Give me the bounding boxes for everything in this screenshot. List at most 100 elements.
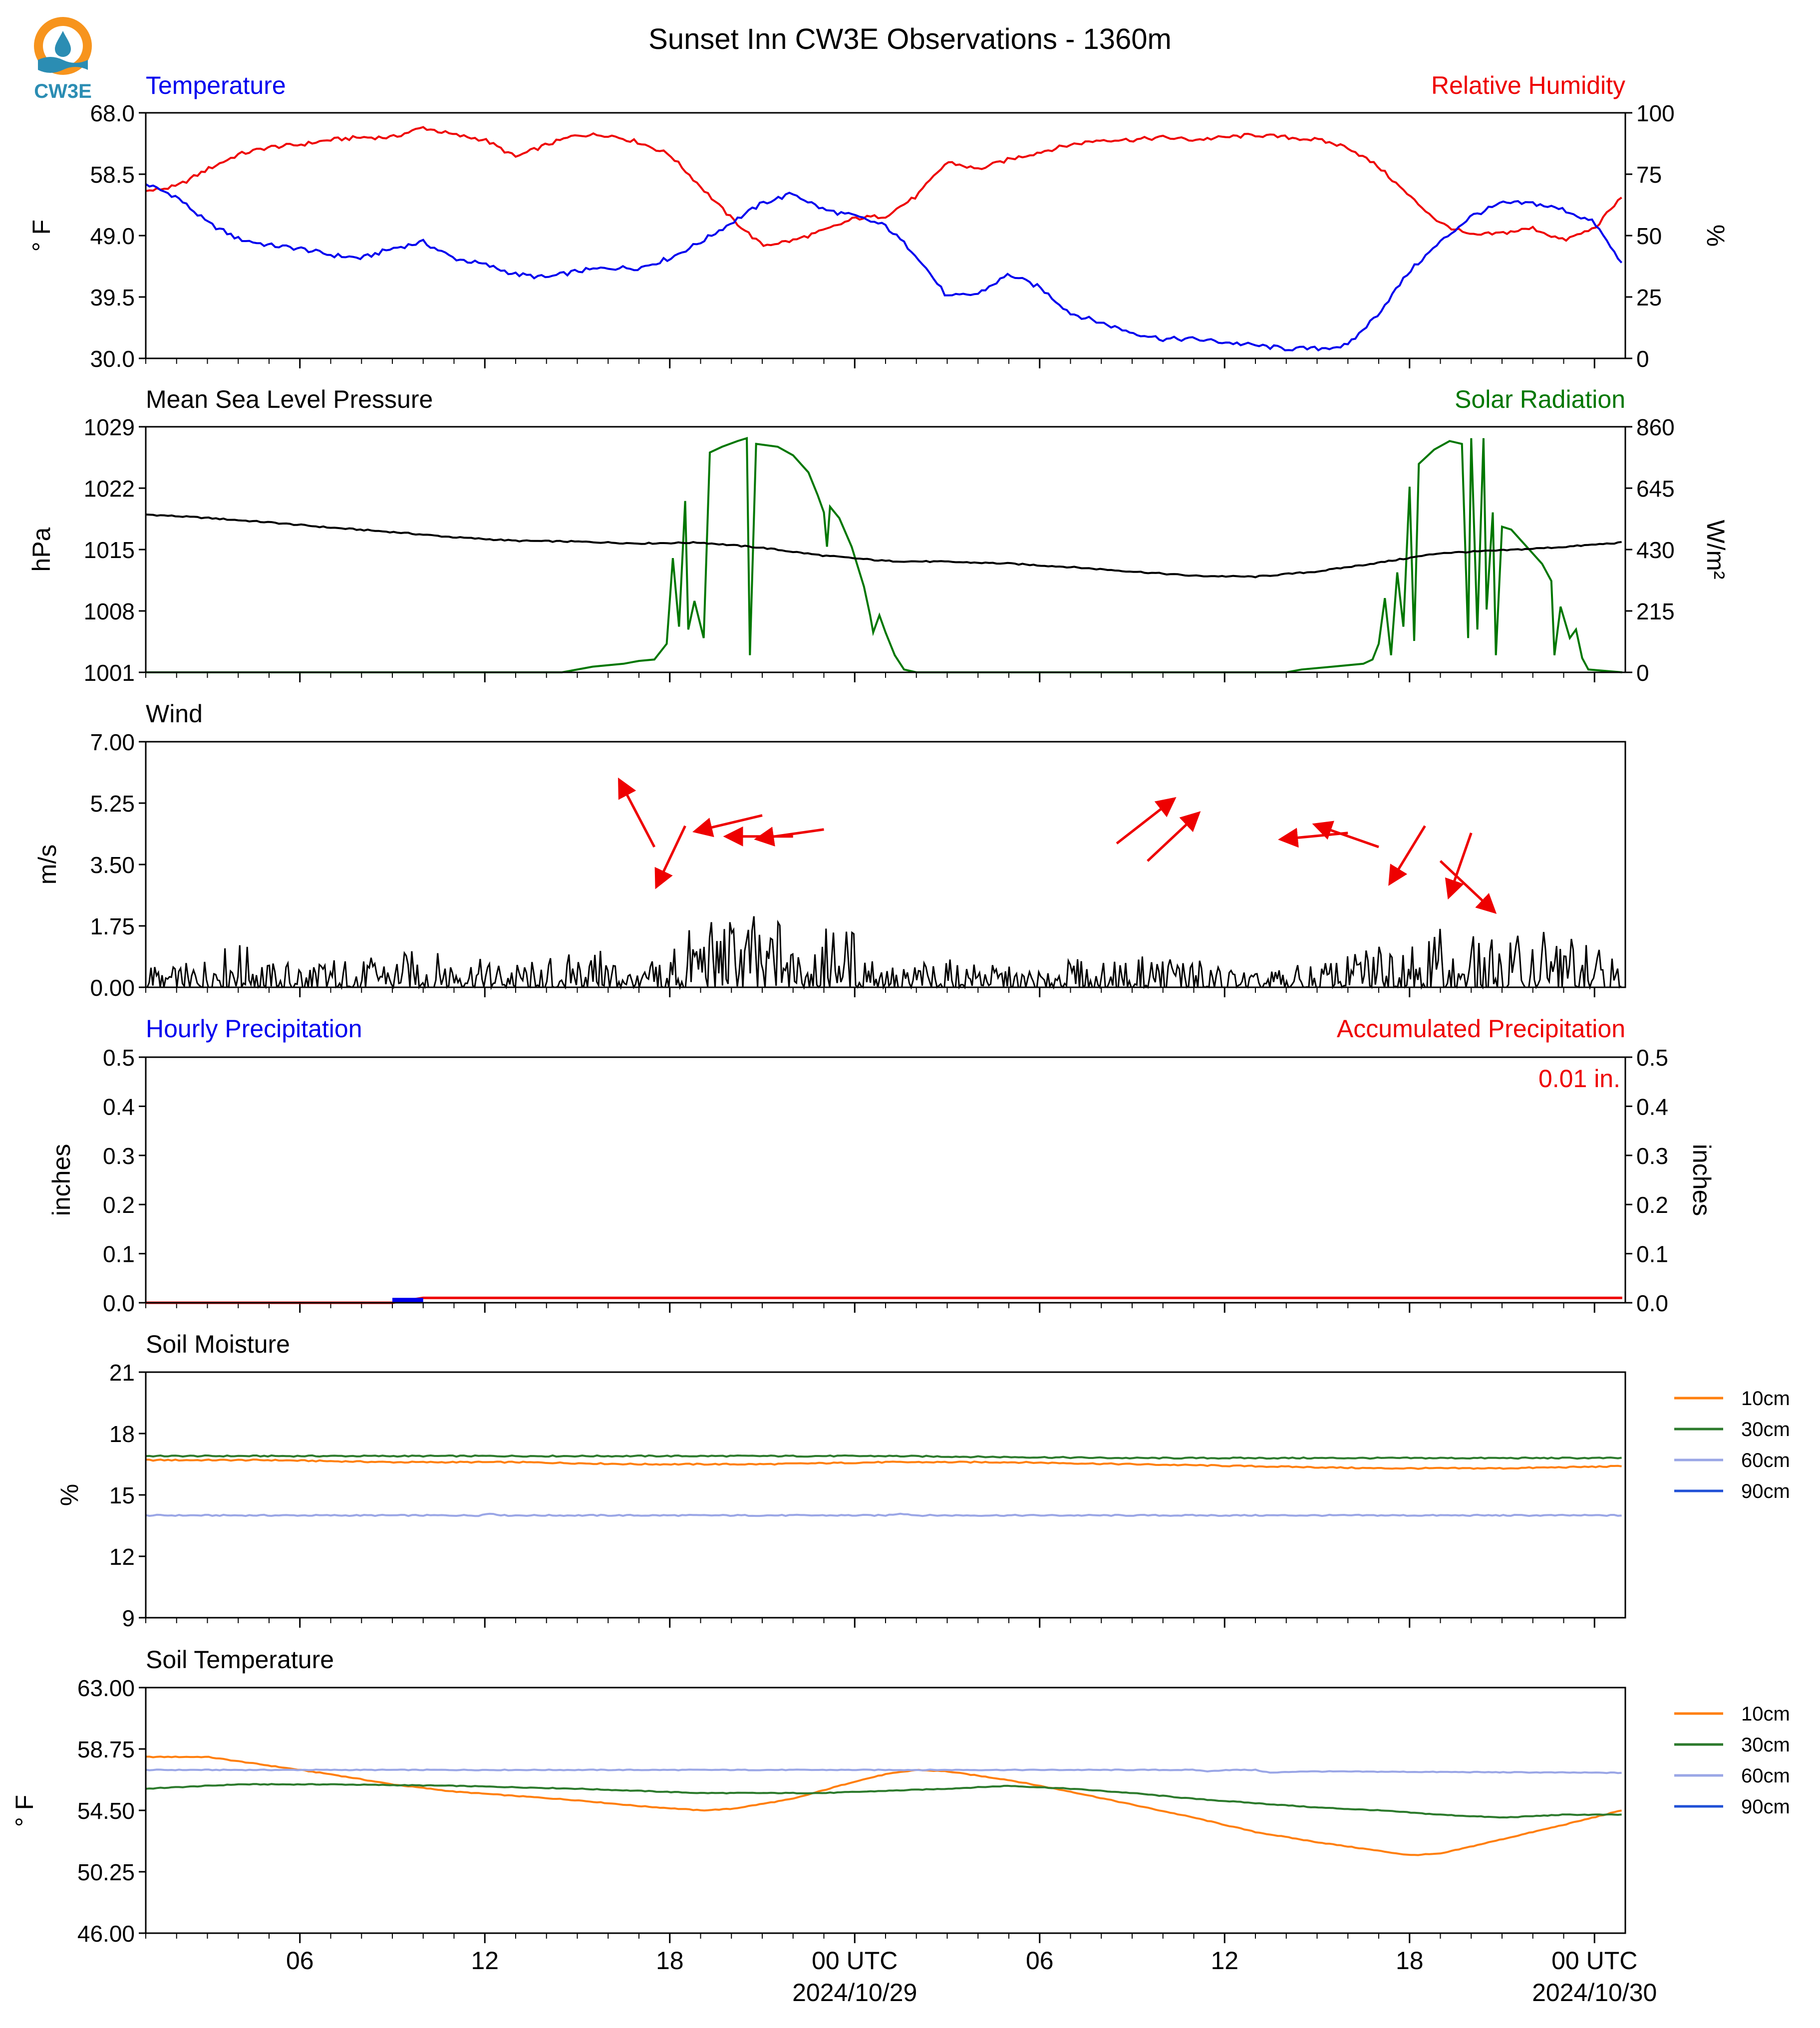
pressure-axes-frame <box>145 426 1626 673</box>
y-tick-label: 1008 <box>84 598 135 624</box>
y-tick-label: 0.00 <box>90 975 135 1001</box>
y-tick-label: 1001 <box>84 660 135 686</box>
y-tick-label: 0.4 <box>103 1094 135 1120</box>
y-tick-label: 21 <box>109 1360 135 1386</box>
y-tick-label: 50.25 <box>77 1859 135 1885</box>
humidity-axis-label: % <box>1702 225 1730 247</box>
pressure-title: Mean Sea Level Pressure <box>146 385 433 413</box>
temperature-title: Temperature <box>146 71 286 99</box>
wind-direction-arrow <box>1439 860 1497 914</box>
legend-label-30cm: 30cm <box>1741 1419 1790 1441</box>
solar-title: Solar Radiation <box>1455 385 1625 413</box>
y-tick-label: 0.0 <box>103 1290 135 1316</box>
y-tick-label: 1015 <box>84 537 135 563</box>
y-tick-label: 18 <box>109 1421 135 1447</box>
y-tick-label: 1029 <box>84 414 135 440</box>
precip-axis-label: inches <box>47 1144 75 1216</box>
y-right-tick-label: 100 <box>1636 100 1675 126</box>
y-tick-label: 68.0 <box>90 100 135 126</box>
panel-soil-temperature: Soil Temperature 46.00 50.25 54.50 58.75 63.… <box>10 1646 1790 2007</box>
soil-moisture-axes-frame <box>145 1371 1626 1619</box>
panel-wind: Wind 0.00 1.75 3.50 5.25 7.00 m/s <box>33 700 1626 1001</box>
y-right-tick-label: 0.5 <box>1636 1045 1668 1071</box>
wind-speed-trace <box>146 916 1622 990</box>
y-tick-label: 5.25 <box>90 791 135 817</box>
y-tick-label: 0.3 <box>103 1143 135 1169</box>
y-right-tick-label: 0.1 <box>1636 1241 1668 1267</box>
wind-direction-arrow <box>1388 825 1426 886</box>
y-tick-label: 7.00 <box>90 729 135 755</box>
x-date-label: 2024/10/30 <box>1532 1979 1657 2007</box>
hourly-precip-bar <box>392 1298 423 1303</box>
y-right-tick-label: 50 <box>1636 223 1662 249</box>
y-right-tick-label: 430 <box>1636 537 1675 563</box>
temperature-line <box>145 183 1623 352</box>
panel-soil-moisture: Soil Moisture 9 12 15 18 21 % 10cm 30cm 60cm 90… <box>55 1330 1790 1631</box>
pressure-axis-label: hPa <box>27 527 55 572</box>
x-tick-label: 12 <box>1211 1947 1238 1975</box>
humidity-title: Relative Humidity <box>1431 71 1625 99</box>
y-tick-label: 0.1 <box>103 1241 135 1267</box>
pressure-line <box>145 513 1622 579</box>
accum-precip-title: Accumulated Precipitation <box>1337 1015 1625 1043</box>
y-right-tick-label: 0.3 <box>1636 1143 1668 1169</box>
wind-direction-arrow <box>618 777 656 848</box>
y-tick-label: 46.00 <box>77 1921 135 1947</box>
y-tick-label: 0.5 <box>103 1045 135 1071</box>
x-tick-label: 00 UTC <box>812 1947 898 1975</box>
cw3e-logo: CW3E <box>34 17 92 102</box>
y-tick-label: 30.0 <box>90 346 135 372</box>
logo-text: CW3E <box>34 80 92 102</box>
wind-direction-arrow <box>654 825 686 889</box>
y-tick-label: 0.2 <box>103 1192 135 1218</box>
soil-temp-title: Soil Temperature <box>146 1646 334 1674</box>
x-tick-label: 12 <box>471 1947 499 1975</box>
y-right-tick-label: 860 <box>1636 414 1675 440</box>
y-tick-label: 63.00 <box>77 1675 135 1701</box>
legend-label-10cm: 10cm <box>1741 1388 1790 1410</box>
soil-series-60cm <box>145 1512 1622 1517</box>
legend-label-60cm: 60cm <box>1741 1765 1790 1787</box>
panel-pressure-solar: Mean Sea Level Pressure Solar Radiation … <box>27 385 1730 686</box>
y-tick-label: 1.75 <box>90 913 135 939</box>
x-tick-label: 18 <box>656 1947 684 1975</box>
humidity-line <box>145 126 1622 248</box>
soil-series-10cm <box>146 1458 1622 1470</box>
y-right-tick-label: 0.4 <box>1636 1094 1668 1120</box>
solar-axis-label: W/m² <box>1702 520 1730 579</box>
legend-label-30cm: 30cm <box>1741 1734 1790 1756</box>
y-right-tick-label: 645 <box>1636 476 1675 502</box>
wind-direction-arrow <box>1116 797 1177 845</box>
panel-temperature-humidity: Temperature Relative Humidity 30.0 39.5 49… <box>27 71 1730 372</box>
wind-direction-arrow <box>692 814 763 838</box>
y-right-tick-label: 215 <box>1636 598 1675 624</box>
wind-direction-arrow <box>1147 811 1201 862</box>
wind-title: Wind <box>146 700 203 728</box>
temperature-axes-frame <box>145 112 1626 359</box>
accum-precip-total: 0.01 in. <box>1538 1065 1620 1093</box>
y-tick-label: 58.75 <box>77 1737 135 1762</box>
y-tick-label: 9 <box>122 1605 135 1631</box>
x-date-label: 2024/10/29 <box>792 1979 917 2007</box>
y-tick-label: 3.50 <box>90 852 135 878</box>
hourly-precip-title: Hourly Precipitation <box>146 1015 362 1043</box>
wind-direction-arrow <box>1312 821 1379 849</box>
y-right-tick-label: 75 <box>1636 162 1662 188</box>
y-tick-label: 15 <box>109 1482 135 1508</box>
wind-axes-frame <box>145 741 1626 988</box>
legend-label-60cm: 60cm <box>1741 1449 1790 1471</box>
x-tick-label: 00 UTC <box>1551 1947 1637 1975</box>
y-right-tick-label: 0 <box>1636 660 1649 686</box>
y-right-tick-label: 0.2 <box>1636 1192 1668 1218</box>
wind-direction-arrow <box>754 827 824 847</box>
soil-series-60cm <box>145 1768 1622 1774</box>
solar-radiation-line <box>146 437 1622 673</box>
soil-temp-axis-label: ° F <box>10 1795 38 1827</box>
x-tick-label: 18 <box>1396 1947 1424 1975</box>
y-tick-label: 39.5 <box>90 285 135 310</box>
y-right-tick-label: 0.0 <box>1636 1290 1668 1316</box>
precip-right-axis-label: inches <box>1688 1144 1716 1216</box>
y-tick-label: 49.0 <box>90 223 135 249</box>
y-tick-label: 58.5 <box>90 162 135 188</box>
